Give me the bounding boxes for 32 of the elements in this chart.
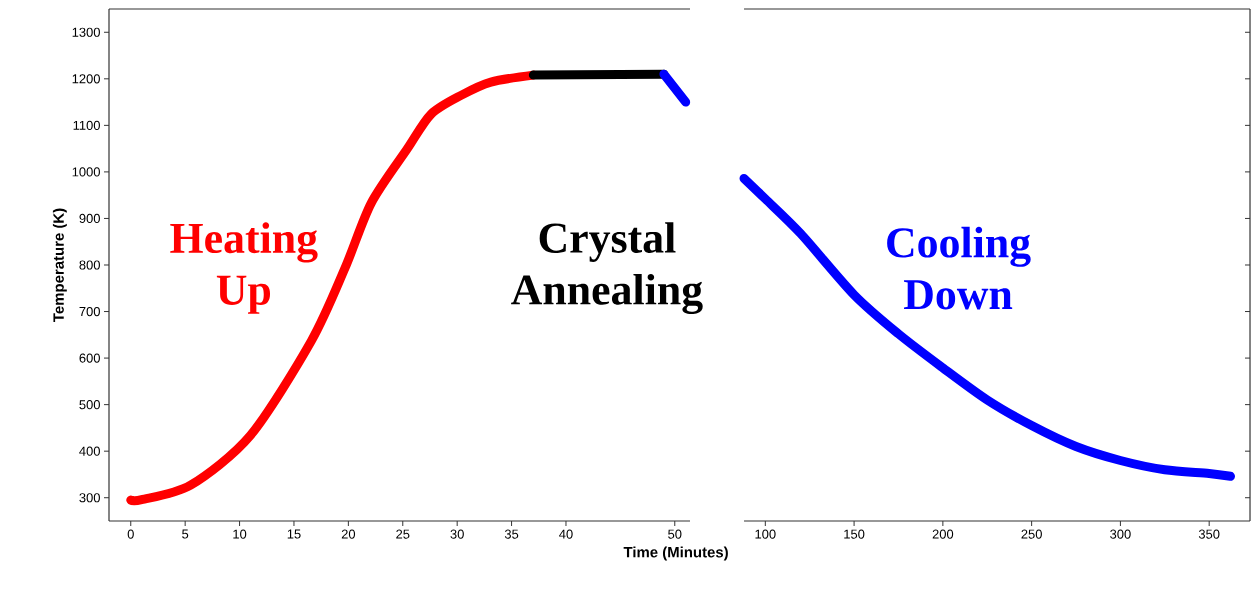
- x-tick-label: 15: [287, 529, 301, 539]
- y-tick-label: 800: [79, 260, 100, 270]
- x-tick-label: 0: [127, 529, 134, 539]
- x-tick-label: 5: [182, 529, 189, 539]
- y-tick-label: 300: [79, 493, 100, 503]
- x-tick-label: 300: [1110, 529, 1131, 539]
- y-tick-label: 1100: [73, 120, 100, 130]
- x-tick-label: 100: [755, 529, 776, 539]
- y-tick-label: 1300: [72, 27, 100, 37]
- x-tick-label: 40: [559, 529, 573, 539]
- x-tick-label: 200: [932, 529, 954, 539]
- y-tick-label: 1000: [72, 167, 100, 177]
- x-tick-label: 150: [844, 529, 865, 539]
- y-axis-title: Temperature (K): [52, 208, 67, 322]
- y-tick-label: 500: [79, 400, 100, 410]
- annotation: Cooling Down: [887, 226, 1031, 310]
- annotation: Heating Up: [170, 222, 318, 314]
- y-tick-label: 600: [79, 353, 100, 363]
- y-tick-label: 700: [79, 306, 100, 317]
- x-tick-label: 50: [668, 529, 682, 539]
- x-tick-label: 25: [396, 529, 410, 539]
- x-tick-label: 20: [341, 529, 356, 539]
- annotation: Crystal Annealing: [511, 222, 703, 315]
- x-tick-label: 35: [504, 529, 519, 539]
- x-tick-label: 10: [233, 529, 247, 539]
- x-axis-title: Time (Minutes): [623, 546, 728, 561]
- x-tick-label: 30: [450, 529, 464, 539]
- x-tick-label: 350: [1198, 529, 1220, 539]
- y-tick-label: 1200: [72, 74, 100, 84]
- x-tick-label: 250: [1021, 529, 1042, 539]
- y-tick-label: 900: [79, 213, 100, 224]
- y-tick-label: 400: [79, 446, 100, 456]
